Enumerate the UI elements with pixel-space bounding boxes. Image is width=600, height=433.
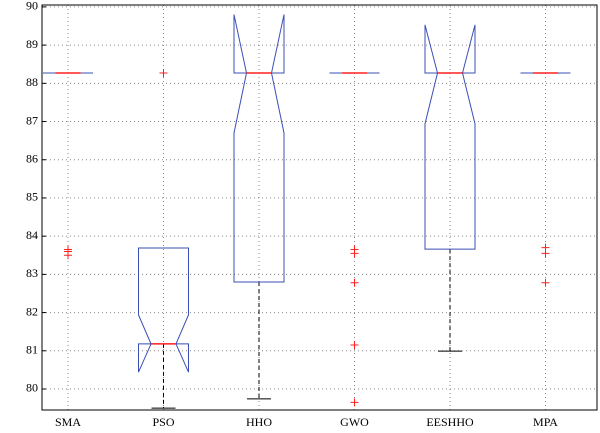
outlier xyxy=(350,278,359,287)
plot-frame xyxy=(41,4,598,411)
box xyxy=(233,14,285,283)
y-tick-label: 87 xyxy=(26,113,38,127)
y-tick-label: 90 xyxy=(26,0,38,13)
x-tick-label: MPA xyxy=(533,415,558,429)
x-tick-label: PSO xyxy=(152,415,174,429)
y-tick-label: 84 xyxy=(26,228,38,242)
y-tick-label: 89 xyxy=(26,37,38,51)
x-tick-label: GWO xyxy=(340,415,369,429)
x-tick-label: SMA xyxy=(55,415,81,429)
outlier xyxy=(350,341,359,350)
outlier xyxy=(541,278,550,287)
outlier xyxy=(64,251,72,260)
outlier xyxy=(350,249,359,258)
outlier xyxy=(541,249,550,258)
y-tick-label: 85 xyxy=(26,190,38,204)
box xyxy=(138,247,189,373)
x-tick-label: HHO xyxy=(246,415,272,429)
y-tick-label: 86 xyxy=(26,151,38,165)
outlier xyxy=(350,398,359,407)
y-tick-label: 88 xyxy=(26,75,38,89)
y-tick-label: 81 xyxy=(26,343,38,357)
y-tick-label: 80 xyxy=(26,381,38,395)
outlier xyxy=(159,69,168,78)
x-tick-label: EESHHO xyxy=(426,415,474,429)
box xyxy=(424,24,476,250)
y-tick-label: 82 xyxy=(26,304,38,318)
y-tick-label: 83 xyxy=(26,266,38,280)
